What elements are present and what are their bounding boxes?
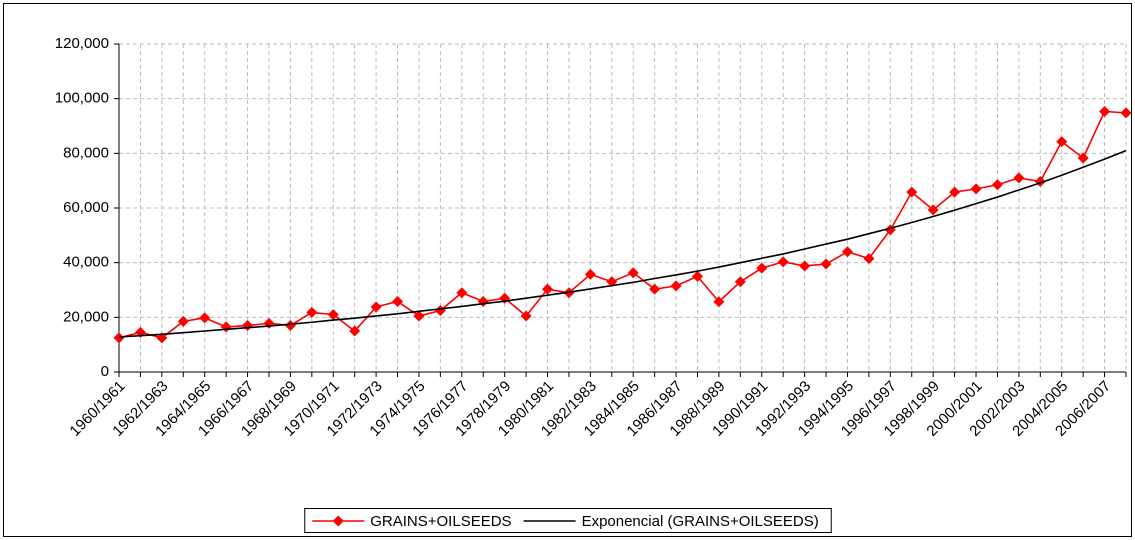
data-point [949,186,961,198]
data-point [177,315,189,327]
data-point [199,312,211,324]
data-point [113,332,125,344]
data-point [841,246,853,258]
data-point [713,296,725,308]
legend: GRAINS+OILSEEDS Exponencial (GRAINS+OILSE… [304,508,832,533]
data-point [649,283,661,295]
data-point [392,295,404,307]
data-point [1120,107,1132,119]
data-point [820,258,832,270]
data-point [756,262,768,274]
data-point [1013,172,1025,184]
series-line [118,149,1127,338]
y-tick-label: 100,000 [55,90,109,107]
data-point [456,287,468,299]
data-point [734,276,746,288]
data-point [970,183,982,195]
data-point [906,186,918,198]
data-point [691,270,703,282]
legend-marker [332,515,344,527]
legend-label: Exponencial (GRAINS+OILSEEDS) [582,513,819,530]
data-point [627,267,639,279]
data-point [284,320,296,332]
data-point [1077,152,1089,164]
legend-label: GRAINS+OILSEEDS [370,513,511,530]
data-point [1099,106,1111,118]
y-tick-label: 0 [101,363,109,380]
data-point [927,204,939,216]
data-point [306,306,318,318]
y-tick-label: 120,000 [55,35,109,52]
y-tick-label: 40,000 [63,254,109,271]
data-point [370,301,382,313]
chart-border [3,3,1132,537]
data-point [327,309,339,321]
data-point [799,260,811,272]
data-point [520,310,532,322]
data-point [542,283,554,295]
y-tick-label: 60,000 [63,199,109,216]
data-point [777,256,789,268]
data-point [991,179,1003,191]
data-point [413,310,425,322]
data-point [1056,136,1068,148]
data-point [670,280,682,292]
data-point [349,325,361,337]
y-tick-label: 80,000 [63,144,109,161]
y-tick-label: 20,000 [63,308,109,325]
data-point [863,253,875,265]
data-point [584,268,596,280]
